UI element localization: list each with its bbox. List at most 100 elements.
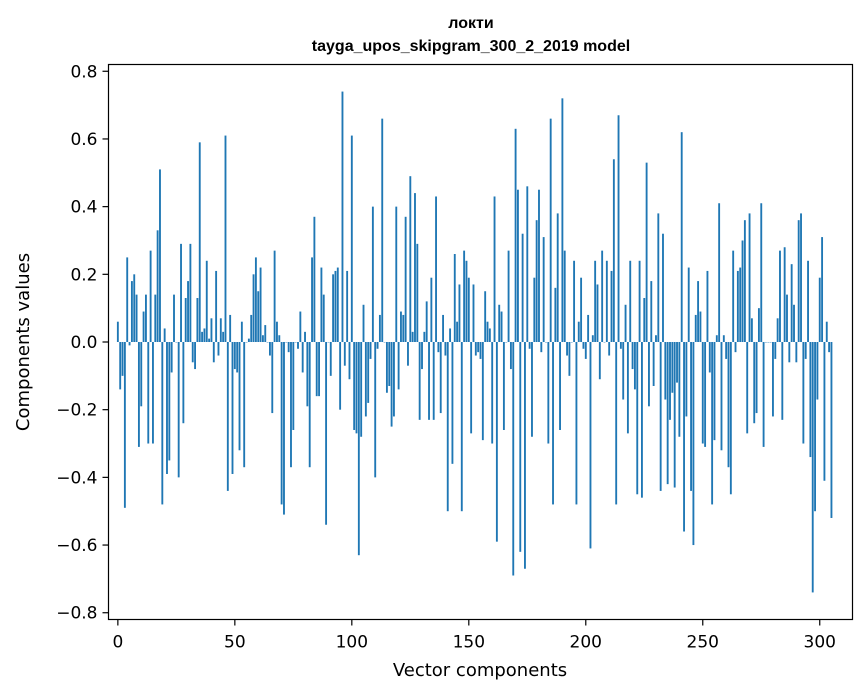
y-tick-label: −0.8 xyxy=(56,604,97,624)
bar xyxy=(746,342,749,434)
bar xyxy=(280,342,283,505)
bar xyxy=(411,331,414,342)
bar xyxy=(533,277,536,342)
bar xyxy=(264,325,267,342)
bar xyxy=(147,342,150,444)
bar xyxy=(402,314,405,342)
bar xyxy=(547,342,550,444)
bar xyxy=(811,342,814,593)
bar xyxy=(563,250,566,342)
bar xyxy=(159,169,161,342)
bar xyxy=(755,342,758,414)
bar xyxy=(701,342,704,444)
bar xyxy=(795,342,798,363)
bar xyxy=(622,342,625,400)
bar xyxy=(390,342,393,427)
x-tick-label: 200 xyxy=(570,633,602,653)
bar xyxy=(692,342,695,546)
bar xyxy=(825,321,828,342)
bar xyxy=(779,250,781,342)
bar xyxy=(566,342,568,356)
y-tick-label: 0.2 xyxy=(70,265,97,285)
bar xyxy=(463,250,466,342)
bar xyxy=(360,342,363,437)
bar xyxy=(624,304,627,342)
bar xyxy=(662,233,664,342)
bar xyxy=(760,203,763,342)
bar xyxy=(145,294,147,342)
bar xyxy=(121,342,124,376)
bar xyxy=(259,267,262,342)
bar xyxy=(580,277,583,342)
x-axis-label: Vector components xyxy=(393,660,567,681)
bar xyxy=(491,342,494,444)
bar xyxy=(715,335,718,342)
bar xyxy=(201,331,204,342)
bar xyxy=(669,342,671,420)
bar xyxy=(589,342,592,549)
bar xyxy=(205,260,208,342)
y-ticks: −0.8 −0.6 −0.4 −0.2 0.0 0.2 0.4 0.6 0.8 xyxy=(56,62,109,624)
bar xyxy=(154,294,157,342)
bar xyxy=(643,298,646,342)
bar xyxy=(229,314,232,342)
bar xyxy=(776,318,779,342)
bar xyxy=(645,162,648,342)
bar xyxy=(203,328,206,342)
bar xyxy=(388,342,391,386)
bar xyxy=(678,342,681,437)
bar xyxy=(750,318,753,342)
bar xyxy=(507,250,510,342)
bar xyxy=(283,342,285,515)
bar xyxy=(802,342,805,444)
bar xyxy=(236,342,239,373)
bar xyxy=(142,311,145,342)
bar xyxy=(519,342,522,552)
bar xyxy=(493,196,496,342)
bar xyxy=(304,331,306,342)
bar xyxy=(736,270,739,342)
bar xyxy=(378,314,381,342)
bar xyxy=(238,342,241,451)
bar xyxy=(594,260,597,342)
bar xyxy=(435,196,437,342)
bar xyxy=(407,342,409,366)
bar xyxy=(816,342,819,400)
bar xyxy=(486,321,489,342)
bar xyxy=(152,342,154,444)
bar xyxy=(488,328,491,342)
bar xyxy=(381,118,384,343)
bar xyxy=(173,294,175,342)
x-tick-label: 250 xyxy=(687,633,719,653)
bar xyxy=(582,342,585,349)
bar xyxy=(334,270,337,342)
bar xyxy=(276,321,278,342)
chart-subtitle: tayga_upos_skipgram_300_2_2019 model xyxy=(312,38,630,55)
bar xyxy=(432,342,435,420)
bar xyxy=(116,321,119,342)
bar xyxy=(458,284,461,342)
bar xyxy=(219,318,222,342)
bar xyxy=(552,342,554,505)
bar xyxy=(397,342,400,390)
bar xyxy=(559,342,561,430)
bar xyxy=(217,342,220,356)
bar xyxy=(629,260,632,342)
bar xyxy=(137,342,140,447)
bar xyxy=(339,342,342,410)
bar xyxy=(514,128,517,342)
bar xyxy=(666,342,669,485)
bar xyxy=(290,342,292,468)
bar xyxy=(605,260,608,342)
x-tick-label: 50 xyxy=(224,633,246,653)
bar xyxy=(322,294,325,342)
bar xyxy=(385,342,388,393)
bar xyxy=(123,342,126,508)
bar xyxy=(648,342,650,407)
bar xyxy=(524,342,526,569)
bar xyxy=(753,342,756,424)
bar xyxy=(601,250,604,342)
bar xyxy=(332,274,335,342)
bar xyxy=(477,342,480,353)
bar xyxy=(521,233,524,342)
